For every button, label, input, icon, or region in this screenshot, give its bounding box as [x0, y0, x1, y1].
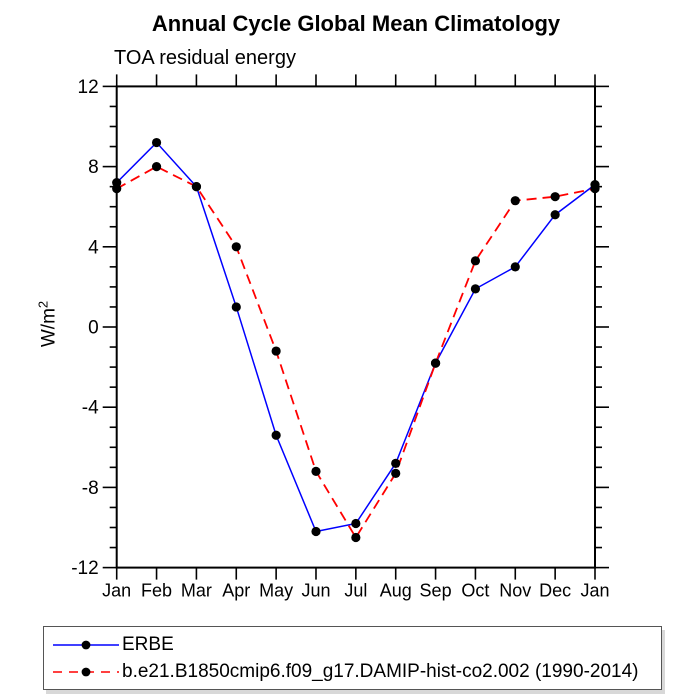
x-tick-label: Oct	[461, 581, 489, 601]
plot-frame	[115, 85, 596, 569]
x-tick-label: Jan	[102, 581, 131, 601]
data-point-marker	[550, 192, 560, 202]
x-tick-label: May	[259, 581, 293, 601]
data-point-marker	[391, 468, 401, 478]
data-point-marker	[271, 430, 281, 440]
data-point-marker	[510, 196, 520, 206]
x-tick-label: Aug	[380, 581, 412, 601]
series-line-erbe	[116, 141, 596, 533]
chart-title: Annual Cycle Global Mean Climatology	[151, 11, 561, 36]
legend-label: ERBE	[122, 633, 174, 655]
x-tick-label: Dec	[539, 581, 571, 601]
data-point-marker	[391, 458, 401, 468]
x-tick-label: Jul	[344, 581, 367, 601]
x-tick-label: Mar	[181, 581, 212, 601]
x-tick-label: Sep	[420, 581, 452, 601]
y-tick-label: -8	[82, 478, 99, 499]
data-point-marker	[470, 256, 481, 266]
data-point-marker	[510, 262, 520, 272]
data-point-marker	[590, 184, 600, 194]
legend-item-model: b.e21.B1850cmip6.f09_g17.DAMIP-hist-co2.…	[52, 660, 661, 682]
legend-line-sample-solid	[53, 640, 119, 649]
data-point-marker	[151, 162, 162, 172]
data-point-marker	[311, 526, 321, 537]
data-point-marker	[112, 184, 122, 194]
data-point-marker	[550, 210, 560, 220]
y-tick-label: -12	[71, 558, 98, 579]
legend: ERBE b.e21.B1850cmip6.f09_g17.DAMIP-hist…	[43, 626, 662, 690]
legend-item-erbe: ERBE	[52, 633, 661, 655]
series-line-model	[116, 165, 596, 540]
data-point-marker	[231, 242, 241, 252]
data-point-marker	[430, 358, 441, 368]
x-tick-label: Nov	[499, 581, 531, 601]
data-point-marker	[351, 518, 361, 529]
y-tick-label: 12	[78, 77, 99, 98]
data-point-marker	[231, 302, 241, 312]
y-tick-label: 4	[88, 237, 99, 258]
data-point-marker	[191, 182, 202, 192]
legend-label: b.e21.B1850cmip6.f09_g17.DAMIP-hist-co2.…	[122, 660, 639, 682]
data-point-marker	[151, 137, 162, 148]
legend-line-sample-dashed	[53, 667, 119, 676]
data-point-marker	[311, 466, 321, 476]
data-point-marker	[470, 284, 481, 294]
y-tick-label: 0	[88, 318, 99, 339]
data-point-marker	[271, 346, 281, 356]
y-tick-label: -4	[82, 398, 99, 419]
x-tick-label: Jun	[301, 581, 330, 601]
y-tick-label: 8	[88, 157, 99, 178]
x-tick-label: Feb	[141, 581, 172, 601]
chart-subtitle: TOA residual energy	[114, 47, 296, 69]
x-tick-label: Apr	[222, 581, 250, 601]
data-point-marker	[351, 532, 361, 543]
x-tick-label: Jan	[580, 581, 609, 601]
